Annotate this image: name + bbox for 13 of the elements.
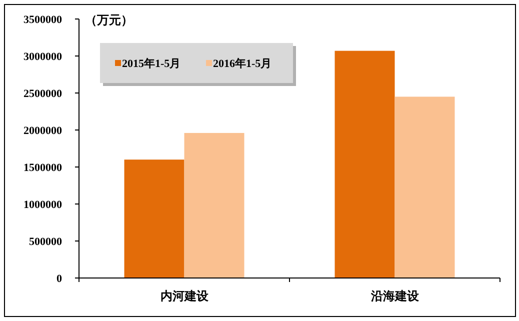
legend-label: 2015年1-5月: [122, 57, 181, 70]
y-tick-label: 0: [56, 273, 62, 285]
y-tick-label: 2500000: [24, 88, 62, 100]
legend-label: 2016年1-5月: [213, 57, 272, 70]
y-tick-label: 1500000: [24, 162, 62, 174]
y-tick-label: 1000000: [24, 199, 62, 211]
y-axis-title: （万元）: [85, 13, 133, 27]
y-tick-label: 3000000: [24, 51, 62, 63]
y-tick-label: 2000000: [24, 125, 62, 137]
x-tick-label: 内河建设: [160, 289, 210, 303]
y-tick-label: 500000: [29, 236, 62, 248]
y-tick-label: 3500000: [24, 14, 62, 26]
x-tick-label: 沿海建设: [370, 289, 420, 303]
